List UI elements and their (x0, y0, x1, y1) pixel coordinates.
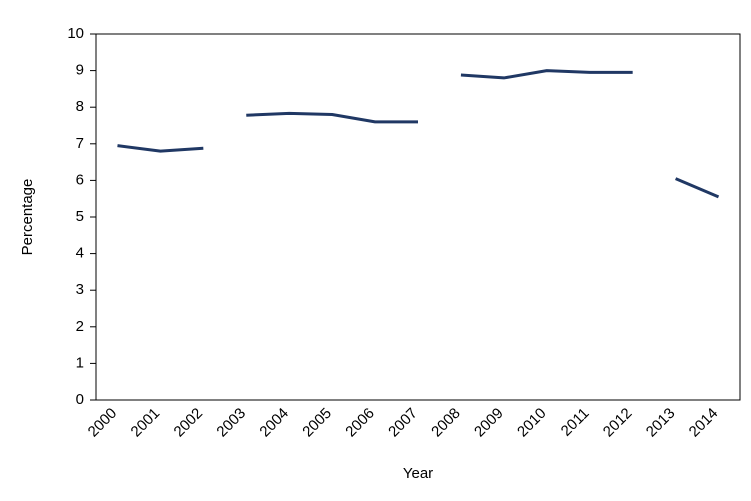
y-tick-label: 5 (76, 208, 84, 225)
y-tick-label: 1 (76, 354, 84, 371)
y-tick-label: 3 (76, 281, 84, 298)
y-tick-label: 0 (76, 391, 84, 408)
line-chart: 0123456789102000200120022003200420052006… (0, 0, 751, 501)
y-tick-label: 8 (76, 98, 84, 115)
y-tick-label: 9 (76, 62, 84, 79)
y-tick-label: 2 (76, 318, 84, 335)
chart-background (0, 0, 751, 501)
y-tick-label: 4 (76, 245, 84, 262)
y-tick-label: 6 (76, 171, 84, 188)
y-axis-label: Percentage (19, 179, 36, 256)
x-axis-label: Year (403, 465, 433, 482)
chart-container: 0123456789102000200120022003200420052006… (0, 0, 751, 501)
y-tick-label: 7 (76, 135, 84, 152)
y-tick-label: 10 (67, 25, 84, 42)
